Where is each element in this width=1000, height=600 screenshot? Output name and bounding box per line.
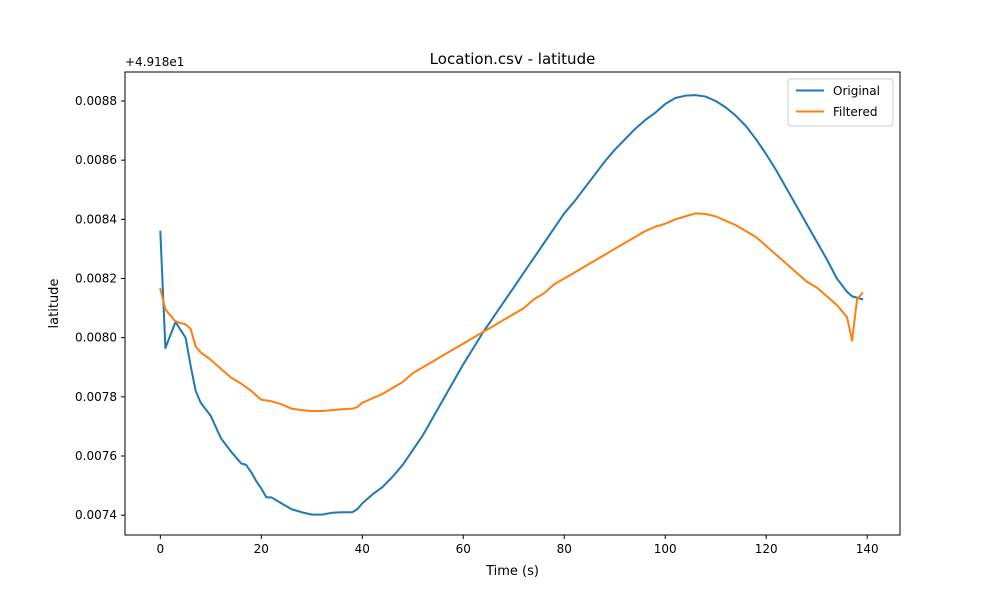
y-tick-label: 0.0074 xyxy=(75,508,117,522)
legend-label-filtered: Filtered xyxy=(833,105,877,119)
plot-area xyxy=(124,71,901,536)
y-tick-label: 0.0088 xyxy=(75,94,117,108)
y-tick-label: 0.0084 xyxy=(75,212,117,226)
x-tick-label: 100 xyxy=(654,542,677,556)
x-tick-label: 20 xyxy=(254,542,269,556)
y-tick-label: 0.0086 xyxy=(75,153,117,167)
x-tick-label: 0 xyxy=(157,542,165,556)
x-tick-label: 140 xyxy=(856,542,879,556)
y-axis: 0.0074 0.0076 0.0078 0.0080 0.0082 0.0084 0.00… xyxy=(75,94,125,522)
series-line-original xyxy=(159,94,864,516)
x-axis: 0 20 40 60 80 100 120 140 xyxy=(157,535,879,556)
legend-label-original: Original xyxy=(833,84,880,98)
y-axis-label: latitude xyxy=(47,279,62,329)
series-layer xyxy=(159,94,864,516)
y-tick-label: 0.0082 xyxy=(75,272,117,286)
x-axis-label: Time (s) xyxy=(485,564,539,579)
x-tick-label: 80 xyxy=(557,542,572,556)
y-tick-label: 0.0076 xyxy=(75,449,117,463)
y-tick-label: 0.0080 xyxy=(75,331,117,345)
y-offset-text: +4.918e1 xyxy=(125,55,184,69)
series-line-filtered xyxy=(159,212,864,413)
legend: Original Filtered xyxy=(787,78,894,127)
axes-frame xyxy=(124,71,901,536)
chart-title: Location.csv - latitude xyxy=(430,50,596,68)
x-tick-label: 40 xyxy=(355,542,370,556)
y-tick-label: 0.0078 xyxy=(75,390,117,404)
x-tick-label: 120 xyxy=(755,542,778,556)
x-tick-label: 60 xyxy=(456,542,471,556)
